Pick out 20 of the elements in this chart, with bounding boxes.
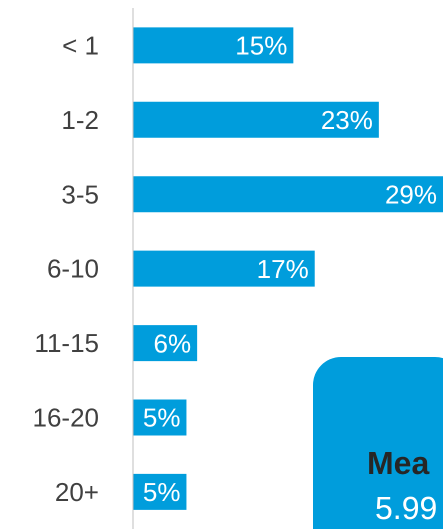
data-label: 6% bbox=[154, 328, 192, 358]
annotation: 5.99 bbox=[375, 490, 438, 526]
y-tick-label: 1-2 bbox=[61, 104, 99, 135]
bar bbox=[133, 27, 294, 64]
data-label: 17% bbox=[256, 254, 309, 284]
data-label: 23% bbox=[320, 105, 373, 136]
y-tick-label: 3-5 bbox=[61, 179, 99, 210]
y-tick-label: < 1 bbox=[62, 30, 99, 60]
bar bbox=[133, 250, 315, 287]
data-label: 5% bbox=[142, 477, 180, 508]
y-tick-label: 6-10 bbox=[46, 254, 99, 284]
y-tick-label: 16-20 bbox=[32, 402, 99, 433]
y-tick-label: 20+ bbox=[54, 477, 99, 508]
bar bbox=[133, 176, 443, 212]
data-label: 15% bbox=[235, 30, 288, 61]
y-tick-label: 11-15 bbox=[34, 328, 99, 358]
annotation: Mea bbox=[367, 445, 430, 481]
data-label: 29% bbox=[384, 179, 437, 210]
bar bbox=[133, 102, 379, 138]
data-label: 5% bbox=[142, 402, 180, 433]
